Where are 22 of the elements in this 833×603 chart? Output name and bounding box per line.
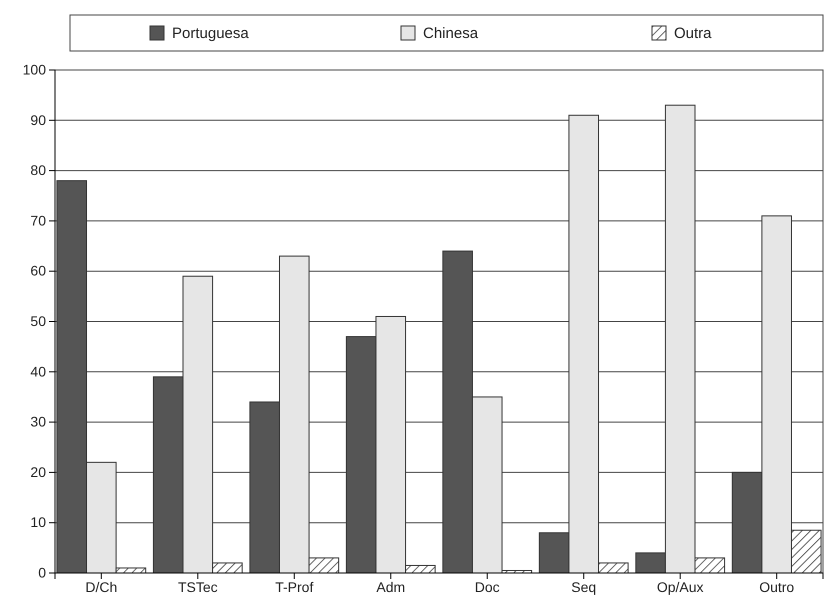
x-tick-label: Seq	[571, 578, 596, 595]
x-tick-label: Adm	[376, 578, 406, 595]
x-tick-label: Outro	[759, 578, 794, 595]
x-tick-label: Op/Aux	[656, 578, 704, 595]
y-tick-label: 10	[30, 514, 46, 530]
x-tick-label: T-Prof	[275, 578, 314, 595]
x-tick-label: TSTec	[178, 578, 218, 595]
legend-label: Portuguesa	[172, 25, 250, 42]
y-tick-label: 60	[30, 262, 46, 279]
y-tick-label: 90	[30, 112, 46, 128]
y-tick-label: 50	[30, 312, 46, 329]
y-tick-label: 30	[30, 414, 46, 430]
y-tick-label: 80	[30, 162, 46, 178]
legend-label: Outra	[674, 25, 712, 42]
legend-label: Chinesa	[423, 25, 479, 42]
x-tick-label: D/Ch	[85, 578, 118, 595]
y-tick-label: 20	[30, 464, 46, 480]
y-tick-label: 0	[38, 564, 46, 580]
x-tick-label: Doc	[474, 578, 500, 595]
y-tick-label: 40	[30, 363, 46, 380]
y-tick-label: 100	[22, 61, 46, 78]
y-tick-label: 70	[30, 212, 46, 228]
